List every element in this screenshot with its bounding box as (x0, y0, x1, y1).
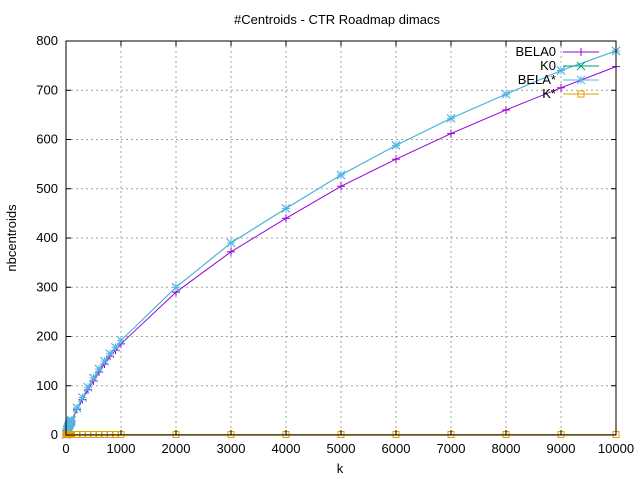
y-tick-label: 800 (36, 33, 58, 48)
data-point (281, 204, 291, 213)
data-point (336, 170, 346, 180)
data-point (171, 282, 181, 292)
x-tick-label: 7000 (437, 441, 466, 456)
data-point (557, 83, 565, 92)
data-point (67, 415, 76, 425)
x-tick-label: 4000 (272, 441, 301, 456)
x-tick-label: 1000 (107, 441, 136, 456)
y-tick-label: 500 (36, 181, 58, 196)
legend-marker (576, 61, 586, 71)
data-point (100, 356, 109, 366)
x-tick-label: 0 (62, 441, 69, 456)
data-point (392, 155, 400, 164)
x-tick-label: 5000 (327, 441, 356, 456)
legend-marker (577, 48, 585, 56)
data-point (72, 403, 82, 413)
data-point (501, 89, 511, 99)
y-tick-label: 200 (36, 329, 58, 344)
x-tick-label: 10000 (598, 441, 634, 456)
y-tick-label: 100 (36, 378, 58, 393)
x-tick-label: 3000 (217, 441, 246, 456)
data-point (94, 364, 104, 374)
data-point (227, 247, 235, 256)
legend-label: BELA0 (516, 44, 556, 59)
series-bela- (61, 46, 621, 439)
data-point (282, 214, 290, 223)
y-axis-title: nbcentroids (4, 204, 19, 272)
data-point (447, 129, 455, 138)
data-point (105, 349, 115, 359)
y-tick-label: 300 (36, 279, 58, 294)
x-tick-label: 8000 (492, 441, 521, 456)
chart-title: #Centroids - CTR Roadmap dimacs (234, 12, 440, 27)
y-tick-label: 700 (36, 82, 58, 97)
data-point (116, 336, 126, 345)
x-axis-title: k (337, 461, 344, 476)
legend-label: K0 (540, 58, 556, 73)
x-tick-label: 6000 (382, 441, 411, 456)
data-point (83, 382, 93, 392)
legend-label: K* (542, 86, 556, 101)
data-point (556, 66, 566, 75)
data-point (446, 113, 456, 123)
y-tick-label: 600 (36, 132, 58, 147)
data-point (78, 393, 87, 402)
data-point (391, 141, 401, 150)
data-point (337, 182, 345, 191)
grid (66, 41, 616, 435)
legend-marker (576, 75, 586, 85)
data-point (111, 342, 120, 352)
x-tick-label: 9000 (547, 441, 576, 456)
x-tick-label: 2000 (162, 441, 191, 456)
data-point (226, 238, 236, 248)
data-point (89, 373, 98, 383)
legend-marker (577, 90, 585, 98)
data-point (502, 105, 510, 114)
y-tick-label: 0 (51, 427, 58, 442)
legend-label: BELA* (518, 72, 556, 87)
axis-ticks: 0 1000 2000 3000 4000 5000 6000 7000 8000 9000 100… (36, 33, 634, 456)
y-tick-label: 400 (36, 230, 58, 245)
